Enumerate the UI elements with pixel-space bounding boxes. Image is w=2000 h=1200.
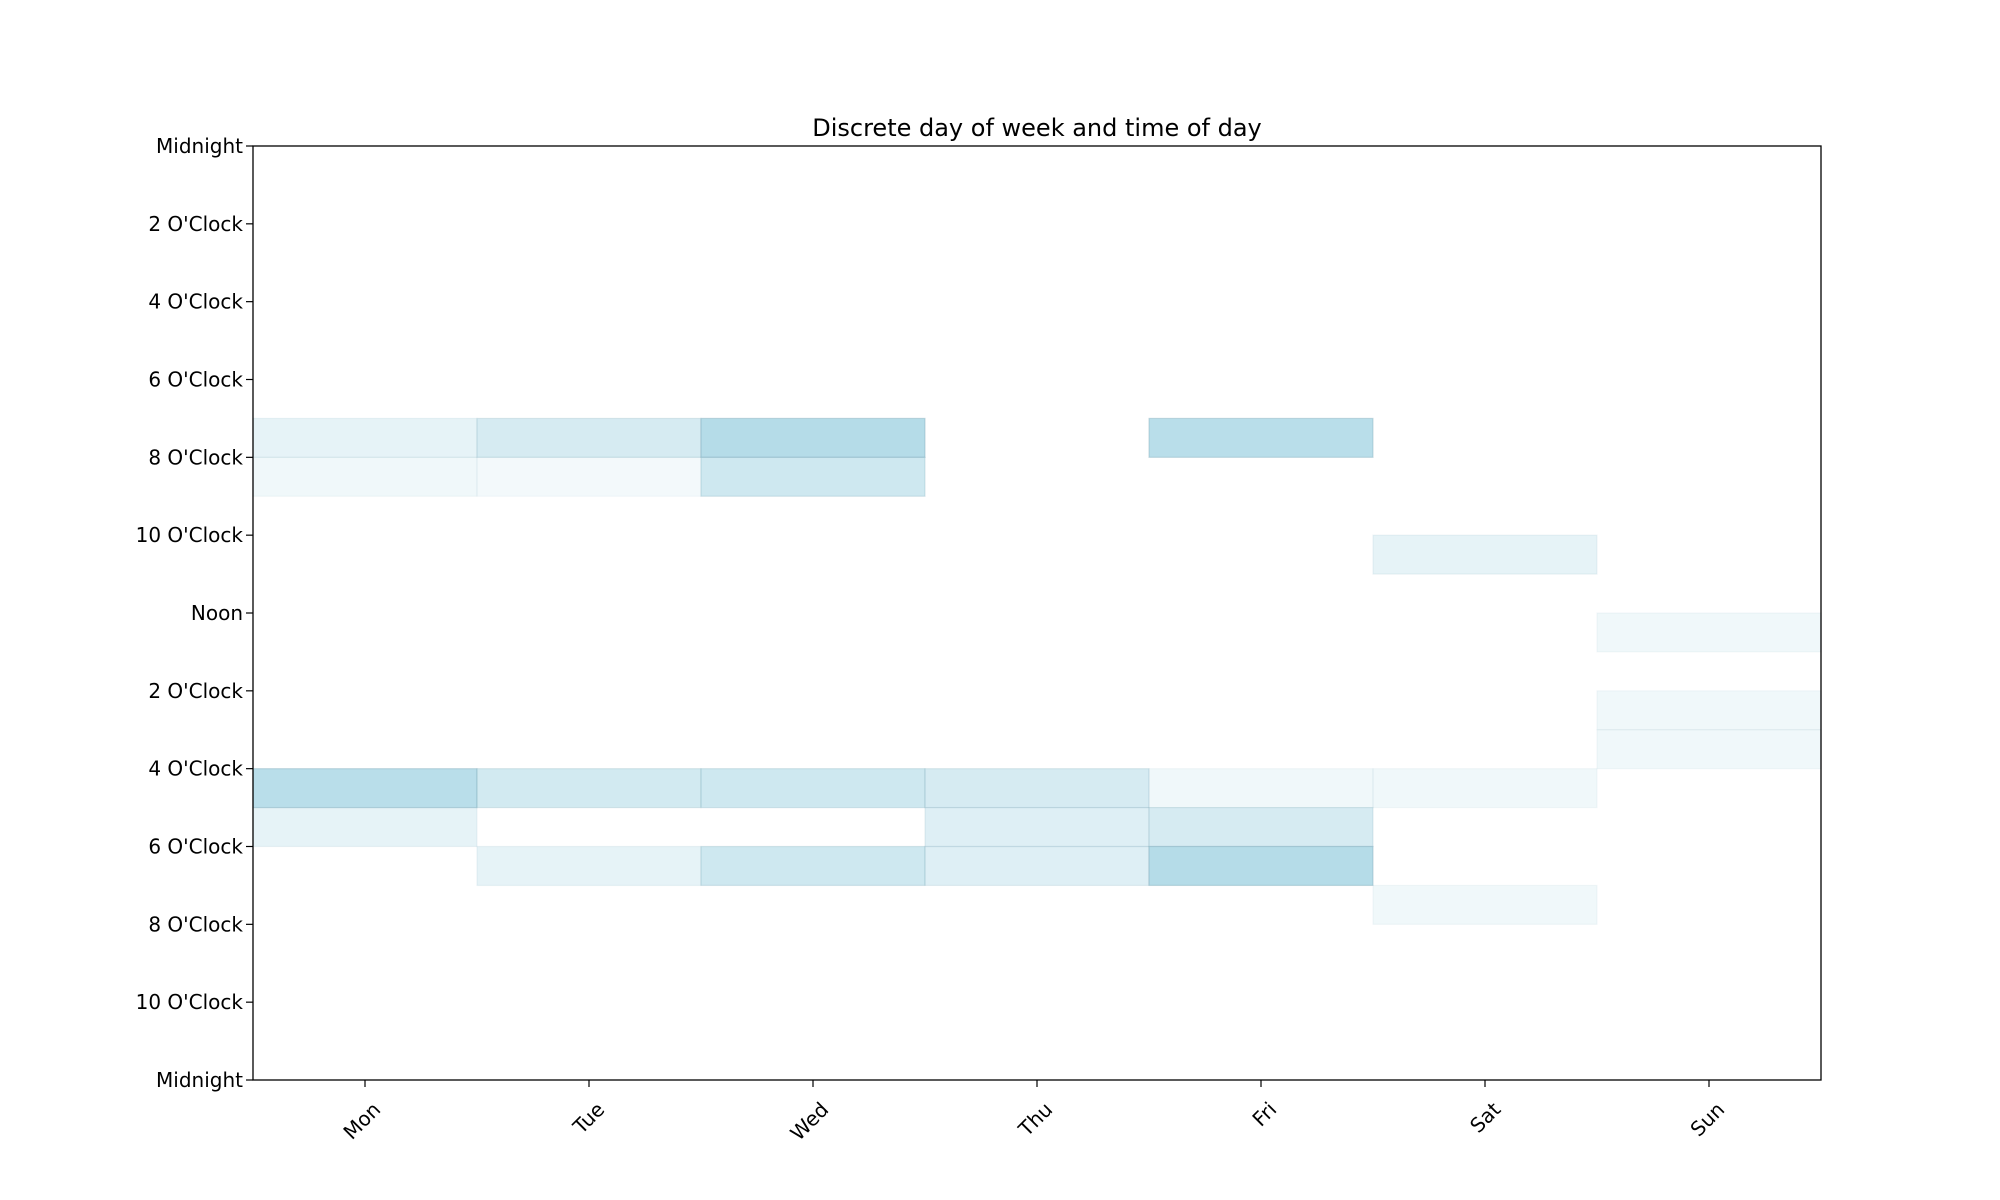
heatmap-cell-tue-16 — [476, 768, 702, 809]
heatmap-cell-wed-18 — [700, 845, 926, 887]
heatmap-cell-thu-17 — [924, 806, 1150, 848]
x-axis: Mon Tue Wed Thu Fri Sat Sun — [338, 1080, 1729, 1145]
heatmap-cell-fri-7 — [1148, 417, 1374, 458]
heatmap-cell-mon-7 — [252, 417, 478, 458]
heatmap-cell-sun-15 — [1596, 729, 1822, 770]
heatmap-cell-sat-19 — [1372, 884, 1598, 925]
y-tick-label: 2 O'Clock — [148, 679, 243, 703]
y-axis: Midnight 2 O'Clock 4 O'Clock 6 O'Clock 8 O'C… — [136, 134, 253, 1092]
heatmap-cell-sun-12 — [1596, 612, 1822, 653]
heatmap-cell-thu-18 — [924, 845, 1150, 887]
y-tick-label: 4 O'Clock — [148, 290, 243, 314]
y-tick-label: 8 O'Clock — [148, 912, 243, 936]
heatmap-cell-tue-8 — [476, 456, 702, 497]
x-tick-label-wed: Wed — [785, 1097, 833, 1145]
heatmap-cell-mon-8 — [252, 456, 478, 497]
y-tick-label: 6 O'Clock — [148, 368, 243, 392]
x-tick-label-thu: Thu — [1013, 1097, 1057, 1141]
y-tick-label: 8 O'Clock — [148, 445, 243, 469]
heatmap-cell-fri-17 — [1148, 806, 1374, 848]
plot-frame — [252, 145, 1822, 1081]
y-tick-label: Midnight — [156, 134, 243, 158]
heatmap-cell-mon-17 — [252, 806, 478, 848]
y-tick-label: 6 O'Clock — [148, 835, 243, 859]
heatmap-cell-fri-16 — [1148, 768, 1374, 809]
heatmap-cell-sat-10 — [1372, 534, 1598, 575]
heatmap-cell-wed-7 — [700, 417, 926, 458]
x-tick-label-tue: Tue — [567, 1097, 609, 1139]
heatmap-cells — [252, 417, 1822, 925]
heatmap-cell-fri-18 — [1148, 845, 1374, 887]
heatmap-cell-thu-16 — [924, 768, 1150, 809]
y-tick-label: Noon — [191, 601, 243, 625]
y-tick-label: 4 O'Clock — [148, 757, 243, 781]
heatmap-cell-sat-16 — [1372, 768, 1598, 809]
y-tick-label: Midnight — [156, 1068, 243, 1092]
heatmap-cell-wed-8 — [700, 456, 926, 497]
x-tick-label-sat: Sat — [1465, 1097, 1505, 1137]
x-tick-label-fri: Fri — [1247, 1097, 1281, 1131]
y-tick-label: 10 O'Clock — [136, 990, 244, 1014]
x-tick-label-mon: Mon — [338, 1097, 385, 1144]
heatmap-cell-sun-14 — [1596, 690, 1822, 731]
heatmap-cell-tue-18 — [476, 845, 702, 887]
heatmap-cell-tue-7 — [476, 417, 702, 458]
y-tick-label: 10 O'Clock — [136, 523, 244, 547]
y-tick-label: 2 O'Clock — [148, 212, 243, 236]
x-tick-label-sun: Sun — [1685, 1097, 1729, 1141]
chart-title: Discrete day of week and time of day — [812, 114, 1262, 142]
heatmap-cell-wed-16 — [700, 768, 926, 809]
heatmap-cell-mon-16 — [252, 768, 478, 809]
